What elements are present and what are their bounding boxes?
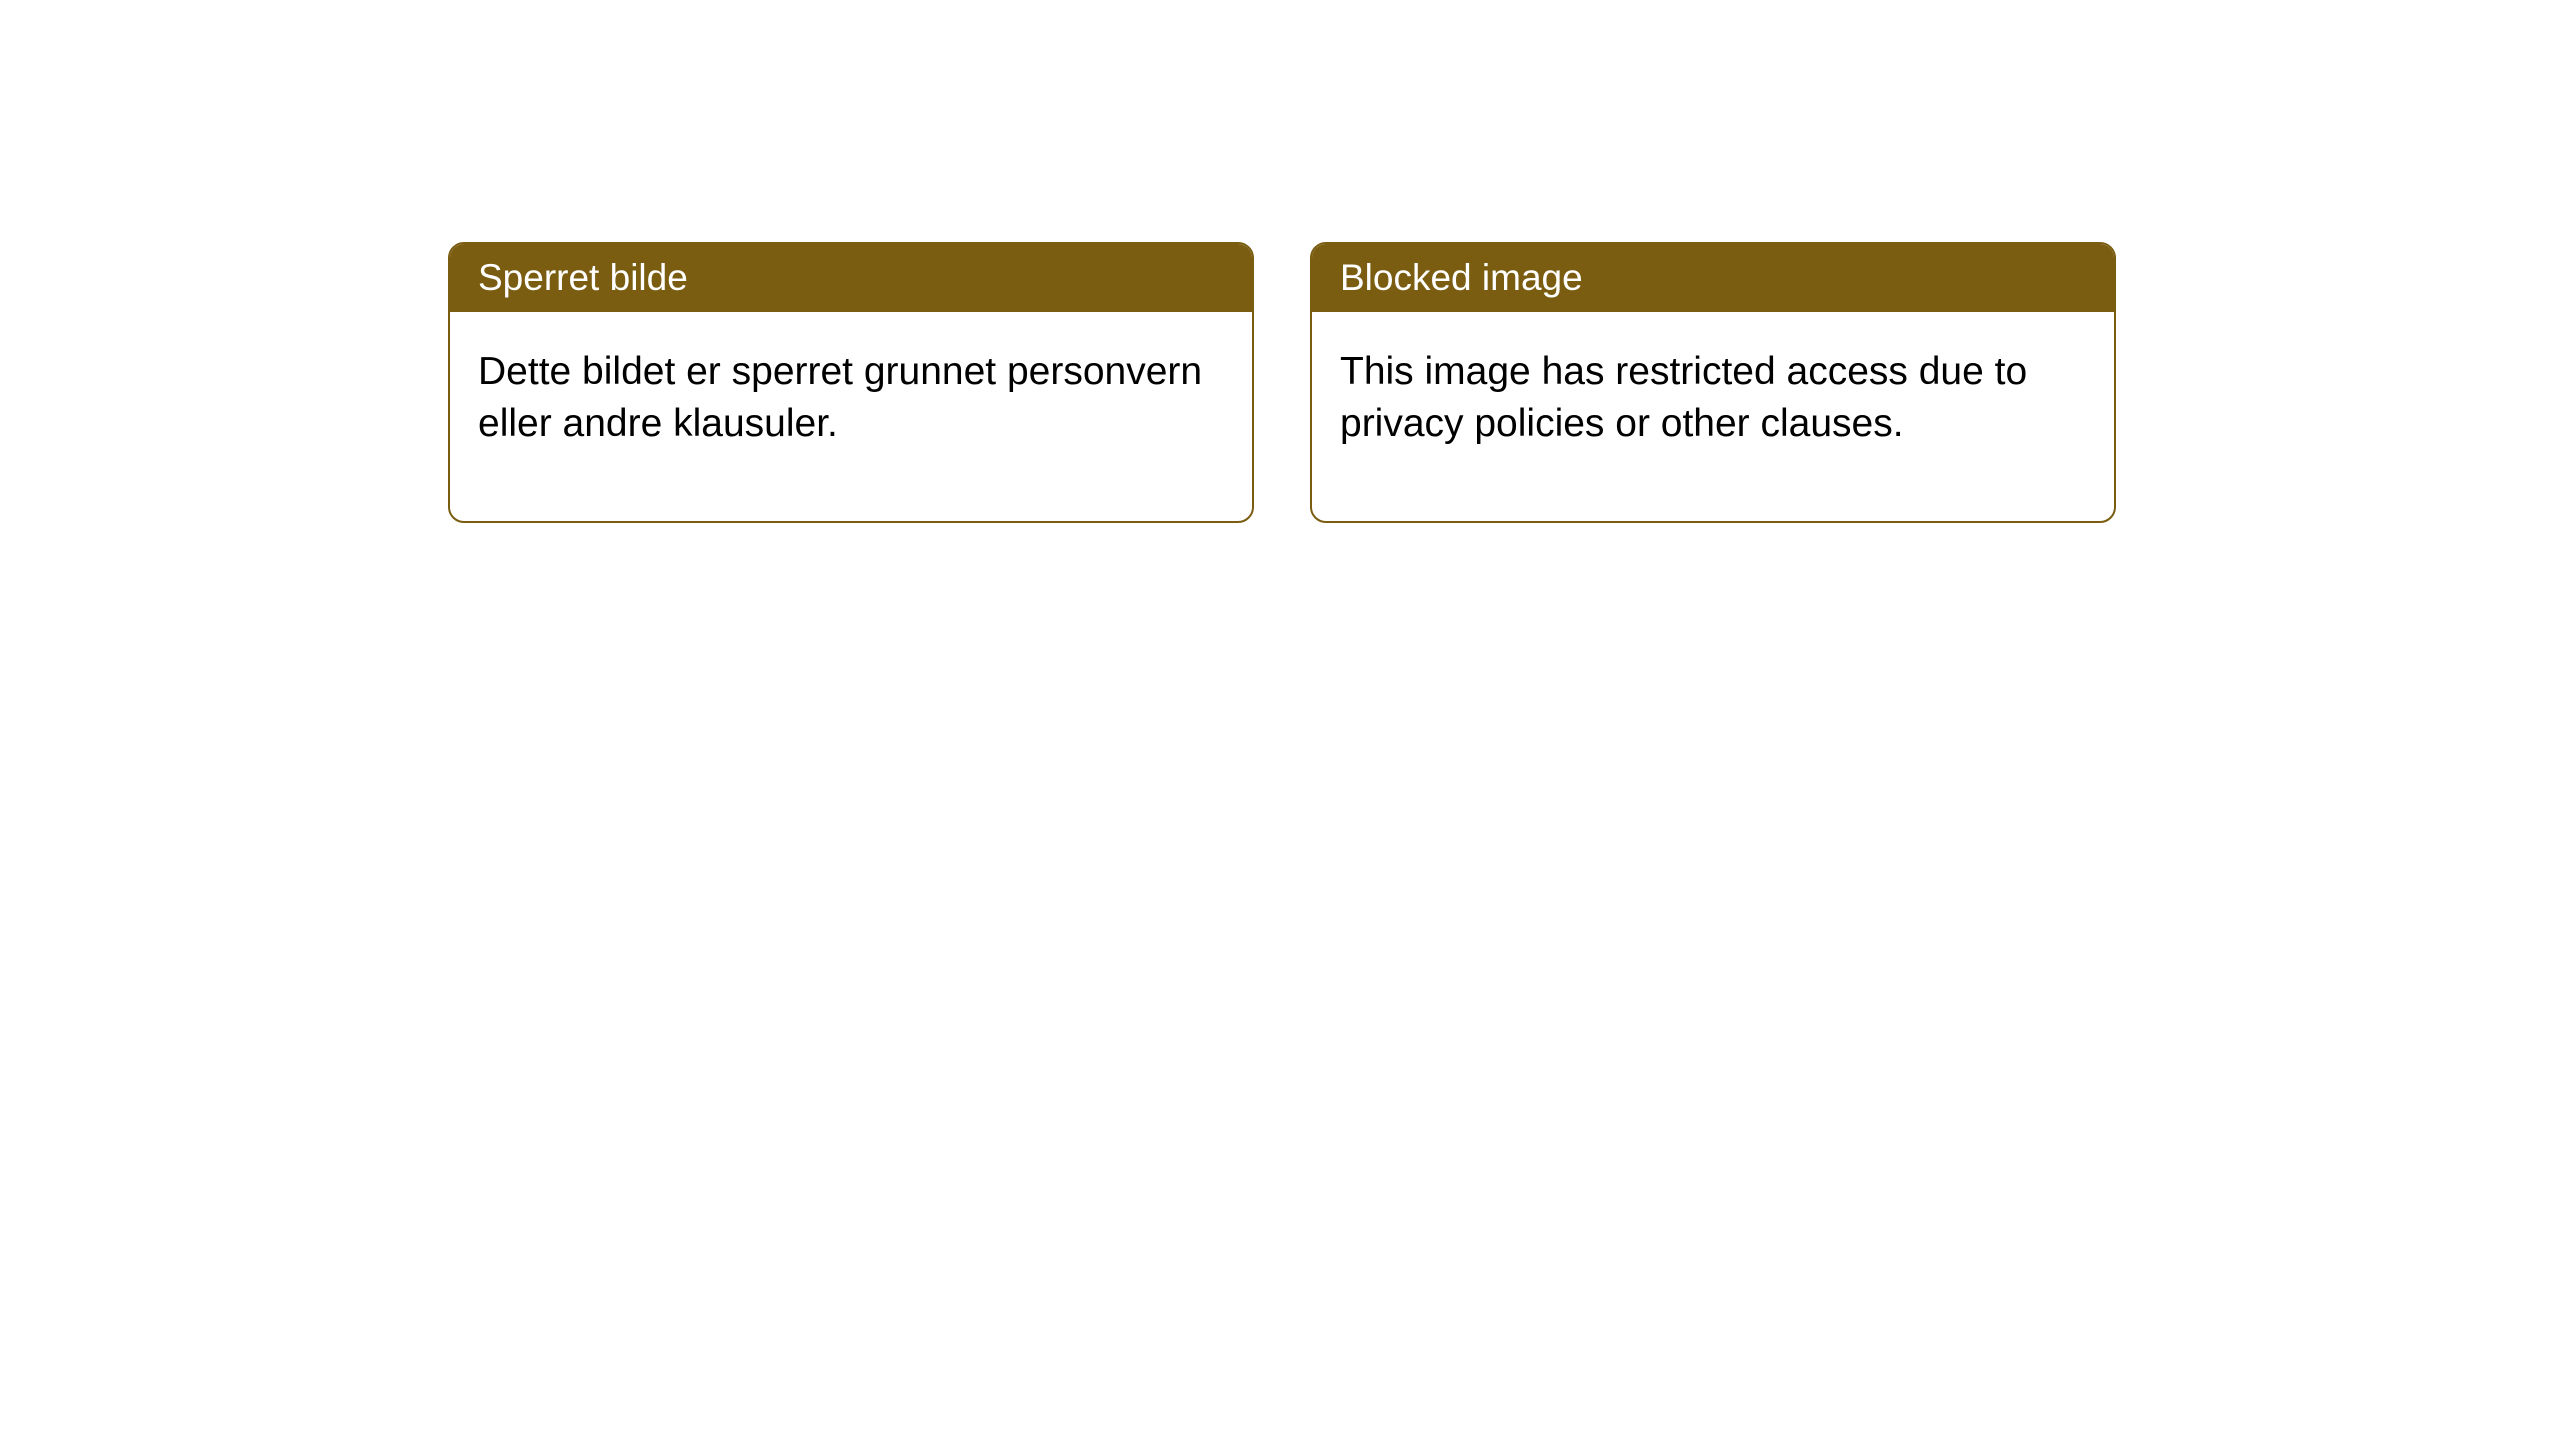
notice-header: Blocked image [1312, 244, 2114, 312]
notice-card-english: Blocked image This image has restricted … [1310, 242, 2116, 523]
notice-body: Dette bildet er sperret grunnet personve… [450, 312, 1252, 521]
notice-card-norwegian: Sperret bilde Dette bildet er sperret gr… [448, 242, 1254, 523]
notice-container: Sperret bilde Dette bildet er sperret gr… [0, 0, 2560, 523]
notice-body: This image has restricted access due to … [1312, 312, 2114, 521]
notice-header: Sperret bilde [450, 244, 1252, 312]
